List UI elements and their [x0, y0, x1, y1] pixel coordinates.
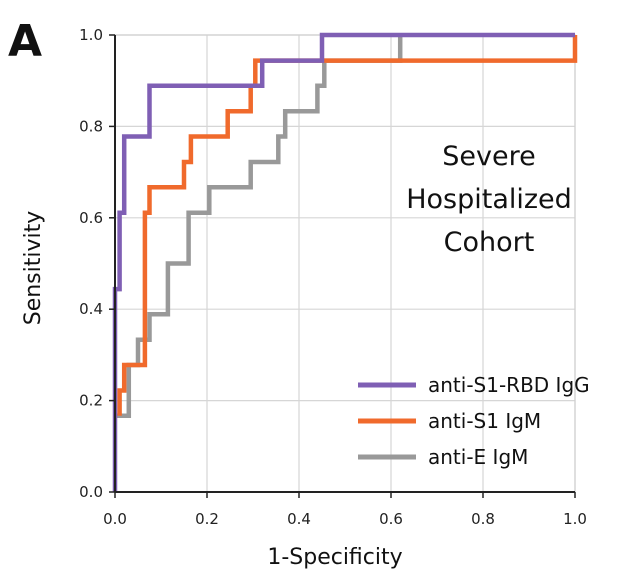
x-tick-label: 0.2 — [195, 510, 219, 528]
annotation-line-1: Severe — [442, 141, 535, 172]
legend-label-anti-e-igm: anti-E IgM — [428, 445, 528, 469]
y-tick-label: 1.0 — [79, 26, 103, 44]
x-tick-label: 1.0 — [563, 510, 587, 528]
x-tick-label: 0.4 — [287, 510, 311, 528]
y-tick-labels: 0.0 0.2 0.4 0.6 0.8 1.0 — [79, 26, 103, 501]
y-tick-label: 0.8 — [79, 117, 103, 135]
annotation-line-2: Hospitalized — [406, 184, 572, 215]
axes — [109, 34, 576, 498]
y-axis-label: Sensitivity — [21, 211, 46, 326]
annotation-line-3: Cohort — [444, 227, 535, 258]
legend-label-anti-s1-igm: anti-S1 IgM — [428, 409, 541, 433]
legend-label-anti-s1-rbd-igg: anti-S1-RBD IgG — [428, 373, 590, 397]
series-line-anti-s1-rbd-igg — [112, 32, 575, 492]
x-tick-label: 0.8 — [471, 510, 495, 528]
y-tick-label: 0.0 — [79, 483, 103, 501]
x-axis-label: 1-Specificity — [267, 545, 402, 570]
x-tick-label: 0.0 — [103, 510, 127, 528]
y-tick-label: 0.4 — [79, 300, 103, 318]
y-tick-label: 0.2 — [79, 392, 103, 410]
panel-label: A — [8, 16, 42, 67]
x-tick-label: 0.6 — [379, 510, 403, 528]
series-lines — [112, 32, 578, 492]
cohort-annotation: Severe Hospitalized Cohort — [406, 141, 572, 258]
legend: anti-S1-RBD IgG anti-S1 IgM anti-E IgM — [358, 373, 590, 469]
y-tick-label: 0.6 — [79, 209, 103, 227]
series-line-anti-e-igm — [115, 35, 403, 418]
x-tick-labels: 0.0 0.2 0.4 0.6 0.8 1.0 — [103, 510, 587, 528]
